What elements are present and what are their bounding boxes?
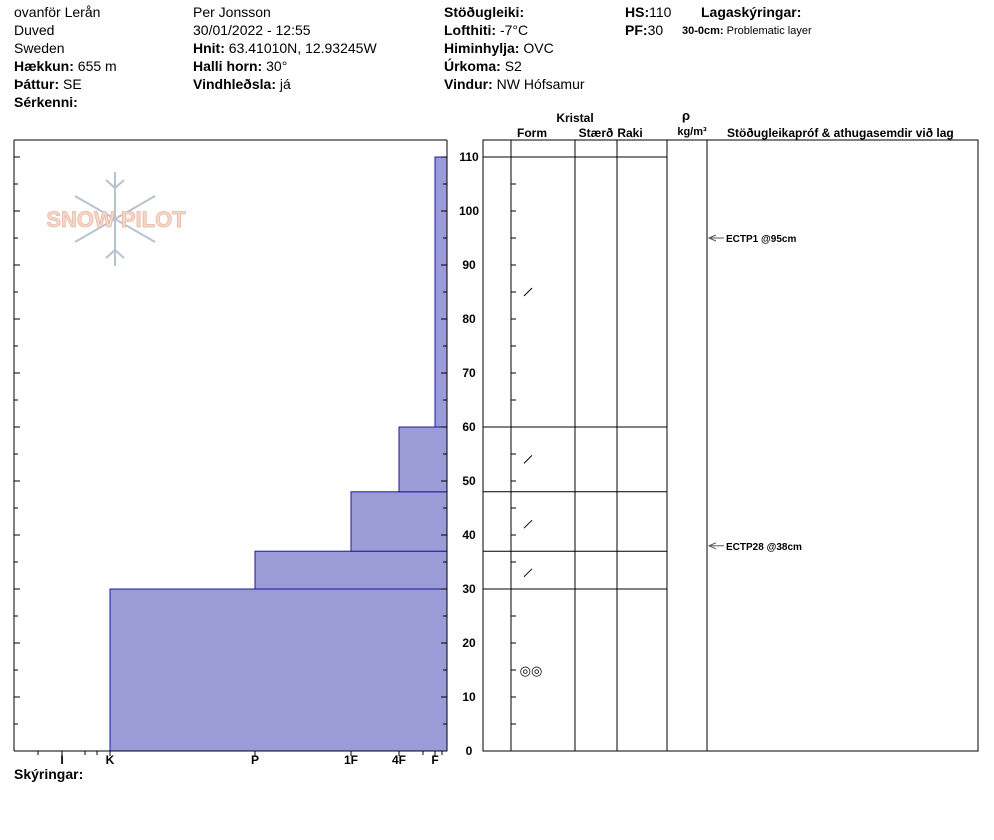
- sky: Himinhylja: OVC: [444, 40, 554, 56]
- snow-height: HS:110: [625, 4, 672, 20]
- hardness-bar: [109, 588, 448, 752]
- header-weather: Stöðugleiki: Lofthiti: -7°C Himinhylja: …: [444, 3, 585, 93]
- header-left: ovanför Lerån Duved Sweden Hækkun: 655 m…: [14, 3, 117, 111]
- y-tick-label: 70: [462, 366, 476, 380]
- stability: Stöðugleiki:: [444, 4, 525, 20]
- col-density-symbol: ρ: [682, 108, 690, 123]
- y-tick-label: 0: [466, 744, 473, 758]
- col-tests: Stöðugleikapróf & athugasemdir við lag: [727, 126, 954, 140]
- grain-round: ◎◎: [520, 663, 543, 678]
- features: Sérkenni:: [14, 94, 78, 110]
- x-tick-label: F: [431, 753, 438, 767]
- notes-label: Skýringar:: [14, 766, 84, 782]
- hardness-bar: [254, 550, 448, 590]
- datetime: 30/01/2022 - 12:55: [193, 22, 311, 38]
- chart-axes: 0 10 20 30 40 50 60 70 80 90 100 110 I K P 1F 4F F: [13, 139, 479, 767]
- location: ovanför Lerån: [14, 4, 101, 20]
- test-label: ECTP1 @95cm: [726, 234, 796, 245]
- y-tick-label: 30: [462, 582, 476, 596]
- x-tick-label: 1F: [344, 753, 358, 767]
- wind-loading: Vindhleðsla: já: [193, 76, 291, 92]
- snowpilot-logo: SNOW PILOT: [46, 172, 187, 266]
- col-density-unit: kg/m³: [677, 126, 707, 138]
- observer: Per Jonsson: [193, 4, 271, 20]
- x-tick-label: K: [106, 753, 115, 767]
- header-hs-pf: HS:110 PF:30: [625, 3, 671, 39]
- y-tick-label: 10: [462, 690, 476, 704]
- wind: Vindur: NW Hófsamur: [444, 76, 585, 92]
- test-arrowhead: [707, 542, 717, 550]
- header-mid: Per Jonsson 30/01/2022 - 12:55 Hnit: 63.…: [193, 3, 377, 93]
- air-temp: Lofthiti: -7°C: [444, 22, 529, 38]
- y-tick-label: 80: [462, 312, 476, 326]
- y-tick-label: 100: [459, 204, 479, 218]
- grain-slash: [523, 287, 533, 297]
- y-tick-label: 60: [462, 420, 476, 434]
- col-crystal: Kristal: [556, 111, 593, 125]
- y-tick-label: 110: [459, 150, 479, 164]
- precip: Úrkoma: S2: [444, 58, 522, 74]
- grain-slash: [523, 568, 533, 578]
- aspect: Þáttur: SE: [14, 76, 82, 92]
- logo-text: SNOW PILOT: [46, 207, 186, 232]
- elevation: Hækkun: 655 m: [14, 58, 117, 74]
- col-size: Stærð: [579, 126, 614, 140]
- grain-slash: [523, 519, 533, 529]
- y-tick-label: 20: [462, 636, 476, 650]
- stability-tests: ECTP1 @95cm ECTP28 @38cm: [707, 234, 802, 553]
- layer-table: [482, 139, 979, 752]
- x-tick-label: P: [251, 753, 259, 767]
- grain-forms: ◎◎: [520, 287, 543, 678]
- layer-notes-title: Lagaskýringar:: [701, 4, 802, 20]
- penetration: PF:30: [625, 22, 664, 38]
- coordinates: Hnit: 63.41010N, 12.93245W: [193, 40, 377, 56]
- y-tick-label: 40: [462, 528, 476, 542]
- hardness-bar: [398, 426, 448, 493]
- area: Duved: [14, 22, 55, 38]
- y-tick-label: 90: [462, 258, 476, 272]
- layer-note: 30-0cm: Problematic layer: [682, 25, 812, 37]
- col-form: Form: [517, 126, 547, 140]
- test-label: ECTP28 @38cm: [726, 542, 802, 553]
- grain-slash: [523, 455, 533, 464]
- y-tick-label: 50: [462, 474, 476, 488]
- col-moisture: Raki: [617, 126, 642, 140]
- test-arrowhead: [707, 234, 717, 242]
- hardness-bar: [350, 491, 448, 552]
- hardness-profile: [109, 156, 448, 752]
- snowflake-icon: [74, 172, 156, 266]
- x-tick-label: 4F: [392, 753, 406, 767]
- layer-boundaries: [483, 156, 667, 752]
- x-tick-label: I: [60, 753, 63, 767]
- slope: Halli horn: 30°: [193, 58, 288, 74]
- country: Sweden: [14, 40, 65, 56]
